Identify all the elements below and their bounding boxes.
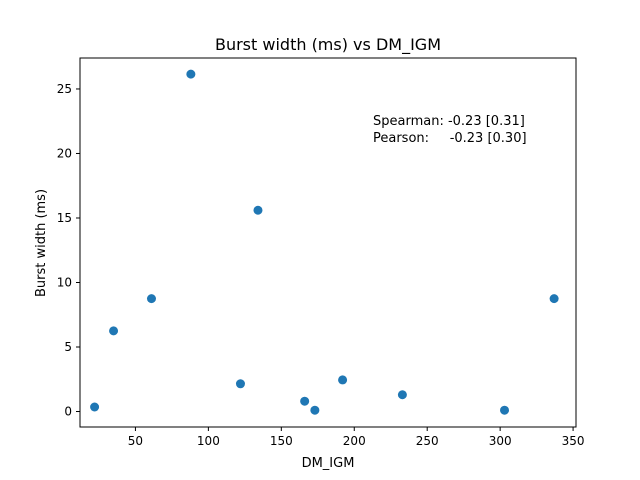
data-point bbox=[109, 326, 119, 336]
x-tick-label: 100 bbox=[197, 434, 220, 448]
data-point bbox=[310, 405, 320, 415]
chart-title: Burst width (ms) vs DM_IGM bbox=[215, 35, 441, 55]
plot-frame bbox=[79, 57, 577, 428]
y-tick-label: 20 bbox=[57, 146, 72, 160]
data-point bbox=[338, 375, 348, 385]
y-tick-label: 25 bbox=[57, 82, 72, 96]
y-tick-label: 5 bbox=[64, 340, 72, 354]
y-tick-label: 0 bbox=[64, 405, 72, 419]
x-tick-label: 350 bbox=[562, 434, 585, 448]
x-tick-label: 150 bbox=[270, 434, 293, 448]
spearman-annotation: Spearman: -0.23 [0.31] bbox=[373, 114, 525, 129]
data-point bbox=[146, 294, 156, 304]
x-tick-label: 250 bbox=[416, 434, 439, 448]
y-tick-label: 10 bbox=[57, 275, 72, 289]
data-point bbox=[186, 69, 196, 79]
x-tick-label: 300 bbox=[489, 434, 512, 448]
data-point bbox=[90, 402, 100, 412]
data-point bbox=[549, 294, 559, 304]
x-axis-label: DM_IGM bbox=[302, 456, 355, 471]
data-point bbox=[500, 405, 510, 415]
x-tick-label: 200 bbox=[343, 434, 366, 448]
data-point bbox=[300, 396, 310, 406]
x-tick-label: 50 bbox=[128, 434, 143, 448]
data-point bbox=[397, 390, 407, 400]
plot-area: 50 100 150 200 250 300 350 0 5 10 15 20 25 bbox=[57, 57, 585, 448]
data-point bbox=[253, 205, 263, 215]
data-point bbox=[235, 379, 245, 389]
pearson-annotation: Pearson: -0.23 [0.30] bbox=[373, 131, 527, 146]
y-axis-label: Burst width (ms) bbox=[34, 189, 49, 297]
y-tick-label: 15 bbox=[57, 211, 72, 225]
